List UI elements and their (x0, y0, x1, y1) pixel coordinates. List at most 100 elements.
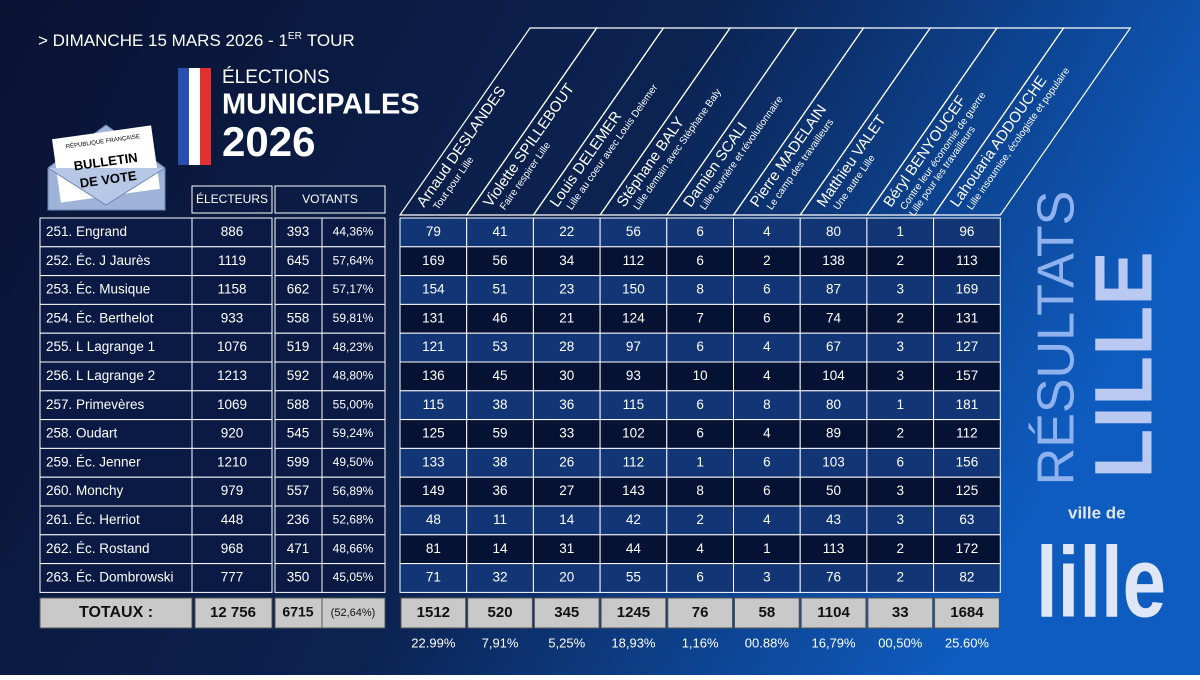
votants: 599 (287, 454, 310, 469)
vote-cell (866, 303, 935, 334)
total-cell (194, 597, 273, 629)
row-cell (274, 476, 323, 507)
vote-cell (466, 563, 534, 593)
row-cell (191, 505, 273, 536)
vote-cell (532, 505, 601, 536)
vote-count: 6 (896, 454, 904, 469)
vote-cell (599, 419, 668, 449)
vote-share: 00.88% (745, 635, 790, 650)
vote-count: 50 (826, 483, 841, 498)
vote-count: 6 (763, 282, 771, 297)
vote-count: 46 (493, 310, 508, 325)
total-cell (934, 597, 1000, 629)
row-cell (191, 275, 273, 305)
vote-cell (466, 419, 534, 449)
vote-count: 113 (823, 541, 845, 556)
vote-count: 1 (896, 224, 904, 239)
row-cell (39, 563, 193, 593)
vote-count: 115 (423, 397, 445, 412)
electeurs: 920 (221, 426, 244, 441)
vote-count: 80 (826, 397, 841, 412)
vote-share: 25.60% (945, 635, 990, 650)
participation: 55,00% (333, 397, 374, 411)
ballot-icon (47, 124, 166, 211)
vote-cell (733, 390, 801, 421)
vote-count: 53 (493, 339, 508, 354)
vote-cell (532, 563, 601, 593)
total-cell (667, 597, 733, 629)
vote-count: 31 (559, 541, 574, 556)
row-cell (274, 332, 323, 363)
vote-share: 5,25% (548, 635, 585, 650)
date: > DIMANCHE 15 MARS 2026 - 1 (38, 31, 288, 50)
participation: 59,81% (333, 311, 374, 325)
row-cell (321, 390, 386, 421)
participation: 52,68% (333, 513, 374, 527)
vote-cell (399, 361, 468, 392)
vote-cell (866, 361, 935, 392)
total-cell (867, 597, 934, 629)
bureau: 261. Éc. Herriot (46, 512, 140, 527)
vote-count: 96 (959, 224, 974, 239)
participation: 45,05% (333, 570, 374, 584)
vote-count: 36 (559, 397, 574, 412)
row-cell (321, 361, 386, 392)
total-cell (467, 597, 533, 629)
vote-count: 131 (956, 310, 979, 325)
vote-count: 6 (763, 483, 771, 498)
electeurs: 1158 (217, 282, 246, 297)
vote-cell (933, 361, 1001, 392)
vote-count: 4 (763, 339, 771, 354)
vote-count: 6 (696, 253, 704, 268)
vote-count: 133 (422, 454, 445, 469)
vote-count: 4 (763, 426, 771, 441)
vote-cell (933, 246, 1001, 277)
vote-cell (599, 390, 668, 421)
vote-count: 6 (696, 570, 704, 585)
vote-cell (399, 246, 468, 277)
vote-cell (933, 419, 1001, 449)
row-cell (39, 390, 193, 421)
vote-cell (466, 534, 534, 565)
vote-count: 34 (559, 253, 575, 268)
vote-count: 30 (559, 368, 574, 383)
vote-share: 00,50% (878, 635, 923, 650)
vote-count: 169 (422, 253, 445, 268)
vote-count: 51 (493, 282, 508, 297)
bureau: 259. Éc. Jenner (46, 454, 141, 469)
vote-cell (933, 476, 1001, 507)
total-votes: 1512 (417, 604, 450, 621)
row-cell (274, 563, 323, 593)
vote-share: 7,91% (482, 635, 519, 650)
vote-cell (532, 390, 601, 421)
vote-cell (532, 332, 601, 363)
total-votes: 1104 (817, 604, 850, 621)
bureau: 256. L Lagrange 2 (46, 368, 155, 383)
vote-cell (799, 361, 868, 392)
vote-count: 3 (896, 368, 904, 383)
vote-count: 44 (626, 541, 642, 556)
row-cell (191, 419, 273, 449)
vote-cell (933, 505, 1001, 536)
participation: 48,80% (333, 369, 374, 383)
vote-cell (466, 303, 534, 334)
flag-white (189, 68, 200, 165)
vote-count: 56 (493, 253, 508, 268)
vote-count: 1 (763, 541, 771, 556)
vote-cell (866, 332, 935, 363)
flag-blue (178, 68, 189, 165)
vote-count: 136 (422, 368, 445, 383)
total-votes: 345 (554, 604, 579, 621)
totals-votants: 6715 (282, 604, 313, 620)
vote-count: 26 (559, 454, 574, 469)
bureau: 263. Éc. Dombrowski (46, 570, 174, 585)
vote-count: 36 (493, 483, 508, 498)
vote-count: 127 (956, 339, 979, 354)
vote-count: 113 (956, 253, 978, 268)
vote-cell (466, 476, 534, 507)
lille-logo-small: ville de (1068, 503, 1126, 522)
vote-cell (599, 332, 668, 363)
vote-cell (733, 217, 801, 248)
vote-count: 115 (623, 397, 645, 412)
